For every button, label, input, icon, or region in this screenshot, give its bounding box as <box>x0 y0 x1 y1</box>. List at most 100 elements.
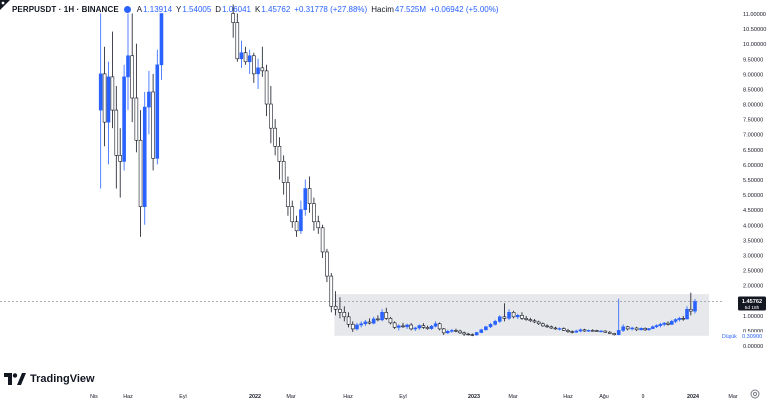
x-axis-tick-label: 2022 <box>249 394 261 400</box>
candle-body <box>303 188 308 210</box>
candle-body <box>231 13 235 23</box>
y-axis-tick-label: 9.00000 <box>743 72 763 78</box>
candle-body <box>532 320 537 323</box>
x-axis-tick-label: 2023 <box>468 394 480 400</box>
volume-label: Hacim <box>371 4 394 14</box>
close-label: K <box>255 4 261 14</box>
candle-body <box>545 325 549 328</box>
candle-body <box>470 334 475 336</box>
candle-body <box>474 332 479 336</box>
candle-body <box>586 330 591 332</box>
high-value: 1.54005 <box>182 4 212 14</box>
x-axis-tick-label: Ağu <box>599 394 609 400</box>
candle-body <box>639 327 643 331</box>
candle-body <box>307 188 312 204</box>
candle-body <box>603 330 608 333</box>
gear-icon[interactable] <box>750 389 760 399</box>
candle-body <box>294 221 299 232</box>
tradingview-logo-icon <box>4 373 26 385</box>
candle-body <box>299 209 303 232</box>
candle-body <box>574 330 579 333</box>
candle-body <box>625 326 630 330</box>
candle-body <box>235 22 240 60</box>
candle-body <box>316 221 321 229</box>
candle-body <box>450 330 454 332</box>
candle-body <box>650 326 655 329</box>
candle-body <box>677 318 682 320</box>
symbol-label[interactable]: PERPUSDT · 1H · BINANCE <box>12 4 119 14</box>
candle-body <box>562 328 566 331</box>
candle-body <box>346 316 351 325</box>
candle-body <box>264 70 269 105</box>
candle-body <box>151 91 155 159</box>
candle-body <box>260 67 265 72</box>
candle-body <box>376 318 380 321</box>
candle-body <box>98 73 103 111</box>
volume-value: 47.525M <box>394 4 427 14</box>
candle-body <box>380 311 384 321</box>
user-avatar-icon[interactable] <box>0 0 12 12</box>
candle-body <box>557 328 562 330</box>
x-axis-tick-label: Mar <box>286 394 295 400</box>
y-axis-tick-label: 8.50000 <box>743 87 763 93</box>
y-axis-tick-label: 3.00000 <box>743 253 763 259</box>
y-axis-tick-label: 8.00000 <box>743 103 763 109</box>
candle-body <box>570 331 574 333</box>
candle-body <box>524 318 528 320</box>
candle-body <box>553 327 558 330</box>
low-marker-bg <box>739 332 765 341</box>
candle-body <box>138 139 143 207</box>
x-axis-tick-label: Haz <box>123 394 133 400</box>
candle-body <box>320 227 325 253</box>
candle-body <box>243 52 248 63</box>
low-marker-label: Düşük <box>722 334 737 340</box>
candle-body <box>685 308 689 320</box>
candle-body <box>654 325 659 328</box>
candle-body <box>582 329 587 332</box>
candle-body <box>417 325 422 329</box>
candle-body <box>252 55 256 75</box>
candle-body <box>634 327 639 331</box>
candle-body <box>159 13 164 66</box>
candle-body <box>312 203 316 223</box>
x-axis-tick-label: Mar <box>728 394 737 400</box>
candle-body <box>269 103 273 129</box>
candle-body <box>479 329 484 333</box>
y-axis-tick-label: 3.50000 <box>743 238 763 244</box>
y-axis-tick-label: 4.00000 <box>743 223 763 229</box>
x-axis-tick-label: Haz <box>563 394 573 400</box>
candle-body <box>134 97 139 141</box>
candle-body <box>118 155 122 162</box>
candle-body <box>437 323 442 330</box>
candle-body <box>106 76 111 123</box>
candle-body <box>528 319 533 322</box>
candle-body <box>405 324 409 328</box>
candle-body <box>273 127 277 147</box>
candle-body <box>462 332 466 335</box>
candle-body <box>281 161 286 183</box>
x-axis-tick-label: 9 <box>642 394 645 400</box>
candle-body <box>363 321 368 325</box>
candle-body <box>397 325 401 328</box>
x-axis-tick-label: 2024 <box>687 394 699 400</box>
low-value: 1.06041 <box>222 4 251 14</box>
candle-body <box>384 311 389 319</box>
low-label: D <box>215 4 222 14</box>
candle-body <box>549 326 554 329</box>
candle-body <box>126 55 130 78</box>
high-label: Y <box>176 4 182 14</box>
candle-body <box>488 324 493 328</box>
candle-body <box>647 328 651 331</box>
candle-body <box>359 323 363 326</box>
candle-body <box>290 206 295 223</box>
candle-body <box>689 308 693 312</box>
tradingview-logo[interactable]: TradingView <box>4 373 95 385</box>
candle-body <box>595 330 599 332</box>
candle-body <box>367 321 372 324</box>
candle-body <box>286 182 290 207</box>
candle-body <box>122 76 126 162</box>
y-axis-tick-label: 7.00000 <box>743 133 763 139</box>
y-axis-tick-label: 10.50000 <box>743 27 766 33</box>
y-axis-tick-label: 6.50000 <box>743 148 763 154</box>
